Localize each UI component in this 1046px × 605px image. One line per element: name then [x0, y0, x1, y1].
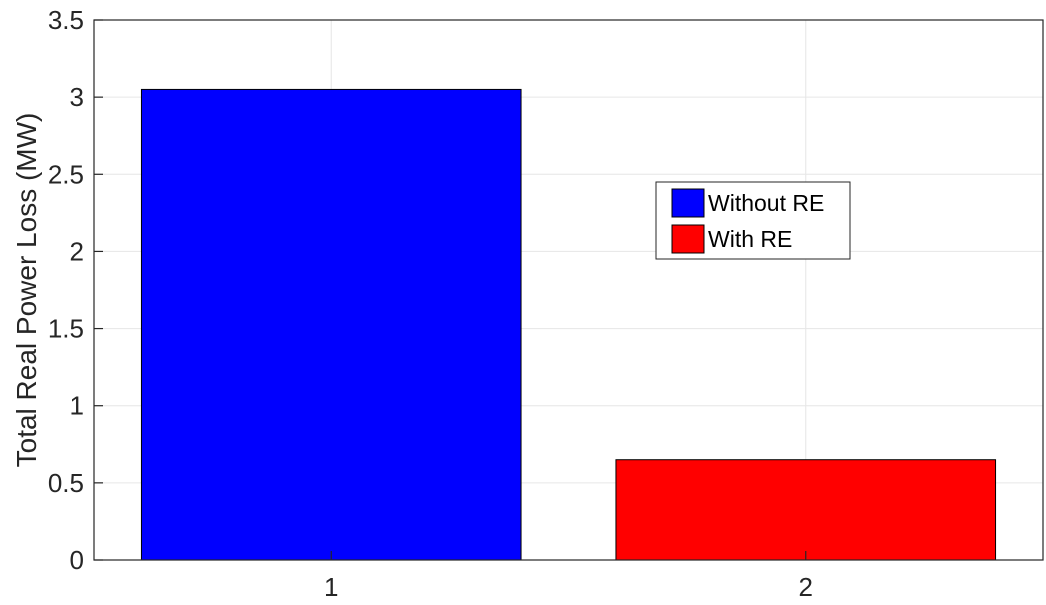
y-tick-label: 3 — [70, 82, 84, 112]
y-tick-label: 0 — [70, 545, 84, 575]
y-tick-label: 2 — [70, 236, 84, 266]
x-tick-label: 1 — [324, 572, 338, 602]
legend: Without RE With RE — [655, 181, 851, 260]
x-tick-label: 2 — [799, 572, 813, 602]
legend-swatch-without-re — [671, 188, 705, 218]
plot-area-frame — [93, 19, 1044, 561]
axis-ticks: 0 0.5 1 1.5 2 2.5 3 3.5 1 2 — [48, 5, 813, 602]
y-axis-label: Total Real Power Loss (MW) — [11, 113, 42, 468]
legend-label-with-re: With RE — [708, 226, 792, 252]
y-tick-label: 3.5 — [48, 5, 84, 35]
y-tick-label: 1 — [70, 391, 84, 421]
y-tick-label: 2.5 — [48, 159, 84, 189]
bar-without-re-1 — [140, 88, 522, 561]
legend-swatch-with-re — [671, 224, 705, 254]
y-tick-label: 1.5 — [48, 314, 84, 344]
y-tick-label: 0.5 — [48, 468, 84, 498]
legend-label-without-re: Without RE — [708, 190, 824, 216]
bars — [140, 88, 997, 561]
bar-with-re-2 — [615, 459, 997, 561]
